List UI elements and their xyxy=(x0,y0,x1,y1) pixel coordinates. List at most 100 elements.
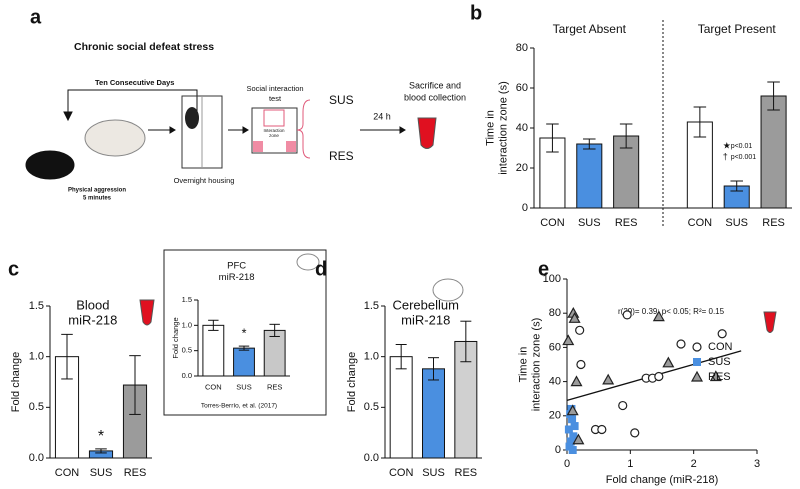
y-tick-label: 0.0 xyxy=(364,452,379,464)
bar xyxy=(202,324,225,377)
y-tick-label: 20 xyxy=(516,162,528,174)
diagram-shapes xyxy=(25,89,437,180)
point xyxy=(568,446,577,454)
point xyxy=(622,310,632,320)
y-tick-label: 1.0 xyxy=(29,351,44,363)
y-tick-label: 0.0 xyxy=(182,371,192,380)
final: blood collection xyxy=(404,92,466,102)
delay: 24 h xyxy=(373,111,391,121)
tube-icon xyxy=(139,299,155,326)
arrow-head xyxy=(169,126,176,134)
x-tick-label: 1 xyxy=(627,458,633,470)
point xyxy=(568,312,581,323)
x-tick-label: RES xyxy=(762,217,785,229)
final: Sacrifice and xyxy=(409,80,461,90)
point xyxy=(575,325,585,335)
bar xyxy=(576,143,603,209)
x-tick-label: RES xyxy=(615,217,638,229)
bracket xyxy=(67,89,198,118)
x-tick-label: 0 xyxy=(564,458,570,470)
brain-icon xyxy=(296,253,320,271)
y-tick-label: 100 xyxy=(543,273,561,285)
mouse xyxy=(185,107,199,129)
x-tick-label: SUS xyxy=(578,217,601,229)
x-tick-label: SUS xyxy=(422,467,445,479)
x-tick-label: CON xyxy=(205,382,222,391)
bar xyxy=(422,368,445,459)
x-tick-label: CON xyxy=(389,467,414,479)
panel-label: c xyxy=(8,258,19,280)
point xyxy=(602,373,615,385)
y-tick-label: 80 xyxy=(516,42,528,54)
annotation: p<0.01 xyxy=(731,143,753,150)
y-tick-label: 1.5 xyxy=(364,300,379,312)
point xyxy=(652,310,665,322)
x-tick-label: 3 xyxy=(754,458,760,470)
point xyxy=(576,359,586,370)
legend-label: CON xyxy=(708,341,733,353)
tube-icon xyxy=(763,311,777,333)
chart-title: Cerebellum xyxy=(392,297,458,312)
aggression: Physical aggression xyxy=(68,188,126,194)
y-axis-label: Time in xyxy=(517,347,529,383)
point xyxy=(618,400,628,411)
panel-label: a xyxy=(30,6,42,28)
y-tick-label: 0.5 xyxy=(182,346,192,355)
point xyxy=(570,422,579,431)
aggression: 5 minutes xyxy=(83,196,112,202)
point xyxy=(662,356,675,368)
point xyxy=(569,432,578,441)
y-axis-label: interaction zone (s) xyxy=(497,81,509,175)
test: Social interaction xyxy=(246,84,303,93)
point xyxy=(564,425,573,434)
panel-label: e xyxy=(538,258,549,280)
test: test xyxy=(269,94,282,103)
tube xyxy=(417,117,437,149)
point xyxy=(570,375,583,387)
x-tick-label: RES xyxy=(267,382,282,391)
annotation: * xyxy=(98,428,104,445)
point xyxy=(630,428,640,438)
legend-marker xyxy=(690,370,704,382)
y-axis-label: Fold change xyxy=(346,352,358,413)
bar xyxy=(389,356,413,459)
x-axis-label: Fold change (miR-218) xyxy=(606,474,719,486)
y-axis-label: Fold change xyxy=(10,352,22,413)
x-tick-label: CON xyxy=(55,467,80,479)
point xyxy=(597,424,607,435)
black-mouse xyxy=(25,150,75,180)
x-tick-label: SUS xyxy=(90,467,113,479)
zone: zone xyxy=(269,133,279,138)
y-tick-label: 0.5 xyxy=(29,401,44,413)
x-tick-label: SUS xyxy=(725,217,748,229)
corner xyxy=(253,141,263,152)
source-note: Torres-Berrío, et al. (2017) xyxy=(201,403,277,410)
legend-label: RES xyxy=(708,371,731,383)
x-tick-label: CON xyxy=(688,217,713,229)
y-tick-label: 80 xyxy=(549,307,561,319)
chart-title: miR-218 xyxy=(219,272,255,283)
y-tick-label: 1.0 xyxy=(182,320,192,329)
y-tick-label: 1.0 xyxy=(364,351,379,363)
annotation: p<0.001 xyxy=(731,154,757,161)
chart-title: PFC xyxy=(227,261,246,272)
housing: Overnight housing xyxy=(174,176,235,185)
panel-label: b xyxy=(470,2,482,24)
point xyxy=(572,433,585,445)
x-tick-label: SUS xyxy=(236,382,251,391)
y-axis-label: Fold change xyxy=(171,317,180,358)
point xyxy=(566,404,579,416)
y-tick-label: 40 xyxy=(549,376,561,388)
annotation: ★ xyxy=(723,140,731,150)
group-label: Target Absent xyxy=(553,22,627,36)
y-axis-label: interaction zone (s) xyxy=(530,318,542,412)
legend-label: SUS xyxy=(708,356,731,368)
legend-marker xyxy=(692,342,702,352)
arrow-head xyxy=(63,111,73,122)
inset-frame xyxy=(163,249,327,416)
point xyxy=(676,339,686,349)
panel-label: d xyxy=(315,258,327,280)
annotation: † xyxy=(723,151,728,161)
annotation: * xyxy=(242,326,247,340)
